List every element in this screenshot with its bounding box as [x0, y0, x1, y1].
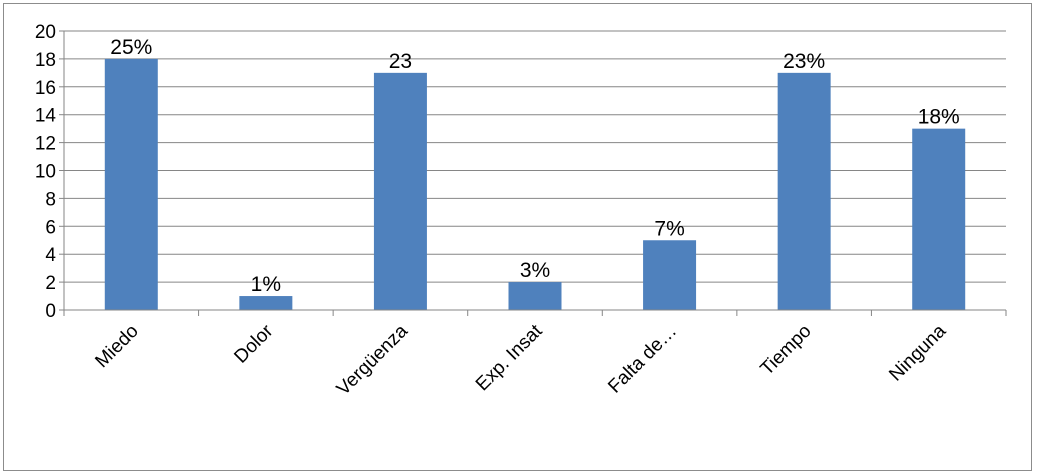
y-tick-label: 10 [35, 162, 56, 183]
bar [643, 240, 696, 310]
x-tick-label: Falta de… [604, 321, 681, 398]
bar [105, 59, 158, 310]
data-label: 3% [520, 259, 550, 282]
data-label: 25% [110, 36, 152, 59]
bar [509, 282, 562, 310]
y-tick-label: 6 [45, 217, 56, 238]
y-tick-label: 20 [35, 22, 56, 43]
y-tick-label: 2 [45, 273, 56, 294]
y-tick-label: 12 [35, 134, 56, 155]
y-tick-label: 16 [35, 78, 56, 99]
x-tick-label: Ninguna [885, 320, 950, 385]
bar [778, 73, 831, 310]
x-tick-label: Dolor [230, 320, 277, 367]
x-tick-label: Vergüenza [333, 320, 412, 399]
y-tick-label: 18 [35, 50, 56, 71]
data-label: 1% [251, 273, 281, 296]
y-tick-label: 4 [45, 245, 56, 266]
data-label: 7% [654, 217, 684, 240]
bar [912, 129, 965, 310]
y-tick-label: 14 [35, 106, 57, 127]
data-labels: 25% 1% 23 3% 7% 23% 18% [110, 36, 959, 296]
bar [374, 73, 427, 310]
data-label: 18% [918, 106, 960, 129]
bar [239, 296, 292, 310]
gridlines [64, 31, 1006, 282]
x-tick-label: Tiempo [757, 321, 816, 380]
data-label: 23 [389, 50, 412, 73]
y-tick-label: 8 [45, 189, 56, 210]
x-tick-label: Exp. Insat [472, 320, 547, 395]
x-tick-labels: Miedo Dolor Vergüenza Exp. Insat Falta de… Ti… [91, 320, 950, 400]
data-label: 23% [783, 50, 825, 73]
x-tick-label: Miedo [91, 321, 142, 372]
y-tick-label: 0 [45, 301, 56, 322]
y-tick-labels: 0 2 4 6 8 10 12 14 16 18 20 [35, 22, 57, 322]
